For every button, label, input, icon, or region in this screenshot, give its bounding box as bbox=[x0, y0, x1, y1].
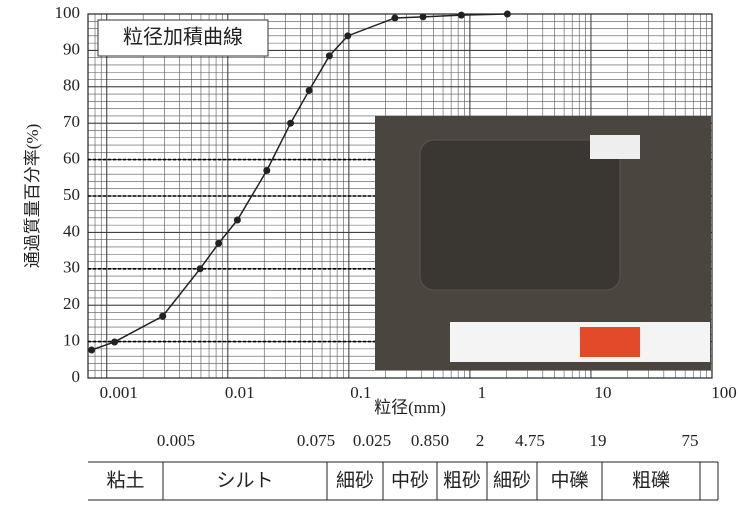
y-tick-label: 30 bbox=[63, 258, 80, 277]
boundary-label: 0.025 bbox=[353, 431, 391, 450]
y-tick-label: 100 bbox=[55, 3, 81, 22]
data-point bbox=[326, 52, 333, 59]
boundary-label: 4.75 bbox=[515, 431, 545, 450]
soil-class: 中礫 bbox=[550, 469, 588, 491]
photo bbox=[375, 116, 711, 370]
x-tick-label: 0.001 bbox=[100, 383, 138, 402]
data-point bbox=[234, 217, 241, 224]
soil-class: 粗砂 bbox=[443, 469, 481, 491]
data-point bbox=[215, 240, 222, 247]
y-tick-label: 10 bbox=[63, 331, 80, 350]
y-tick-label: 50 bbox=[63, 185, 80, 204]
data-point bbox=[504, 11, 511, 18]
boundary-label: 0.850 bbox=[411, 431, 449, 450]
y-tick-label: 60 bbox=[63, 149, 80, 168]
data-point bbox=[159, 313, 166, 320]
soil-class: 細砂 bbox=[336, 469, 374, 491]
soil-class: 粘土 bbox=[106, 469, 144, 491]
x-tick-label: 10 bbox=[594, 383, 611, 402]
y-tick-label: 20 bbox=[63, 294, 80, 313]
x-tick-label: 0.01 bbox=[225, 383, 255, 402]
page: 粒径加積曲線 粒径(mm) 通過質量百分率(%) 0 10 20 30 40 50 60 70… bbox=[0, 0, 738, 507]
y-tick-label: 90 bbox=[63, 39, 80, 58]
boundary-label: 19 bbox=[590, 431, 607, 450]
data-point bbox=[391, 15, 398, 22]
data-point bbox=[111, 338, 118, 345]
data-point bbox=[88, 346, 95, 353]
photo-tag bbox=[590, 135, 640, 159]
y-tick-label: 0 bbox=[72, 367, 81, 386]
data-point bbox=[287, 120, 294, 127]
photo-shape bbox=[420, 140, 620, 290]
x-axis-label: 粒径(mm) bbox=[374, 398, 446, 417]
soil-class: 粗礫 bbox=[632, 469, 670, 491]
data-point bbox=[197, 265, 204, 272]
x-tick-label: 1 bbox=[478, 383, 487, 402]
boundary-label: 2 bbox=[476, 431, 485, 450]
x-tick-label: 0.1 bbox=[350, 383, 371, 402]
soil-class: 中砂 bbox=[391, 469, 429, 491]
y-tick-label: 80 bbox=[63, 76, 80, 95]
chart: 粒径加積曲線 粒径(mm) 通過質量百分率(%) 0 10 20 30 40 50 60 70… bbox=[0, 0, 738, 502]
chart-title: 粒径加積曲線 bbox=[123, 26, 243, 49]
data-point bbox=[344, 32, 351, 39]
data-point bbox=[306, 87, 313, 94]
boundary-label: 0.005 bbox=[157, 431, 195, 450]
boundary-label: 0.075 bbox=[297, 431, 335, 450]
y-tick-label: 70 bbox=[63, 112, 80, 131]
soil-class: シルト bbox=[216, 470, 273, 491]
y-axis-label: 通過質量百分率(%) bbox=[23, 124, 42, 268]
x-tick-label: 100 bbox=[711, 383, 737, 402]
y-tick-label: 40 bbox=[63, 221, 80, 240]
boundary-label: 75 bbox=[682, 431, 699, 450]
data-point bbox=[420, 13, 427, 20]
data-point bbox=[458, 12, 465, 19]
photo-ruler-red bbox=[580, 327, 640, 357]
data-point bbox=[263, 167, 270, 174]
soil-class: 細砂 bbox=[493, 469, 531, 491]
